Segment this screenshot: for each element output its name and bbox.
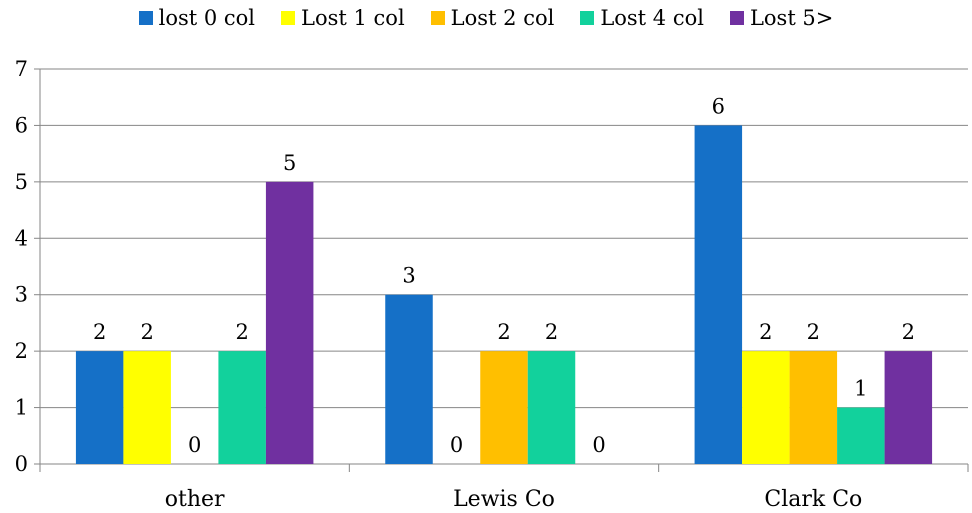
x-tick-label: other	[165, 487, 225, 512]
bar	[694, 125, 743, 464]
y-tick-label: 5	[15, 170, 28, 194]
data-label: 0	[188, 433, 201, 457]
bar	[884, 351, 933, 464]
bar	[789, 351, 838, 464]
data-label: 5	[283, 151, 296, 175]
chart-legend: lost 0 col Lost 1 col Lost 2 col Lost 4 …	[0, 6, 972, 30]
bar	[385, 294, 433, 464]
legend-item-series-0: lost 0 col	[138, 6, 256, 30]
legend-label: Lost 4 col	[600, 6, 704, 30]
bar	[265, 181, 314, 464]
legend-label: Lost 1 col	[301, 6, 405, 30]
data-label: 1	[854, 377, 867, 401]
legend-item-series-4: Lost 5>	[729, 6, 834, 30]
data-label: 2	[902, 320, 915, 344]
y-tick-label: 3	[15, 283, 28, 307]
y-tick-label: 7	[15, 57, 28, 81]
bar	[75, 351, 124, 464]
legend-swatch	[580, 11, 595, 25]
data-label: 6	[712, 94, 725, 118]
data-label: 2	[807, 320, 820, 344]
data-label: 2	[140, 320, 153, 344]
data-label: 2	[759, 320, 772, 344]
data-label: 2	[235, 320, 248, 344]
y-tick-label: 4	[15, 226, 28, 250]
legend-item-series-1: Lost 1 col	[281, 6, 405, 30]
bar	[480, 351, 528, 464]
legend-item-series-3: Lost 4 col	[580, 6, 704, 30]
x-tick-label: Lewis Co	[453, 487, 555, 512]
y-tick-label: 2	[15, 339, 28, 363]
data-label: 2	[497, 320, 510, 344]
legend-swatch	[281, 11, 296, 25]
bar	[742, 351, 790, 464]
bar	[527, 351, 576, 464]
x-tick-label: Clark Co	[764, 487, 862, 512]
data-label: 2	[93, 320, 106, 344]
legend-label: Lost 5>	[749, 6, 834, 30]
data-label: 2	[545, 320, 558, 344]
bar	[837, 407, 885, 464]
bar	[123, 351, 171, 464]
legend-swatch	[430, 11, 445, 25]
legend-swatch	[138, 11, 153, 25]
data-label: 0	[592, 433, 605, 457]
legend-label: lost 0 col	[158, 6, 256, 30]
y-tick-label: 6	[15, 113, 28, 137]
legend-swatch	[729, 11, 744, 25]
y-tick-label: 1	[15, 396, 28, 420]
bar	[218, 351, 266, 464]
data-label: 3	[402, 264, 415, 288]
data-label: 0	[450, 433, 463, 457]
y-tick-label: 0	[15, 452, 28, 476]
legend-label: Lost 2 col	[450, 6, 555, 30]
legend-item-series-2: Lost 2 col	[430, 6, 555, 30]
